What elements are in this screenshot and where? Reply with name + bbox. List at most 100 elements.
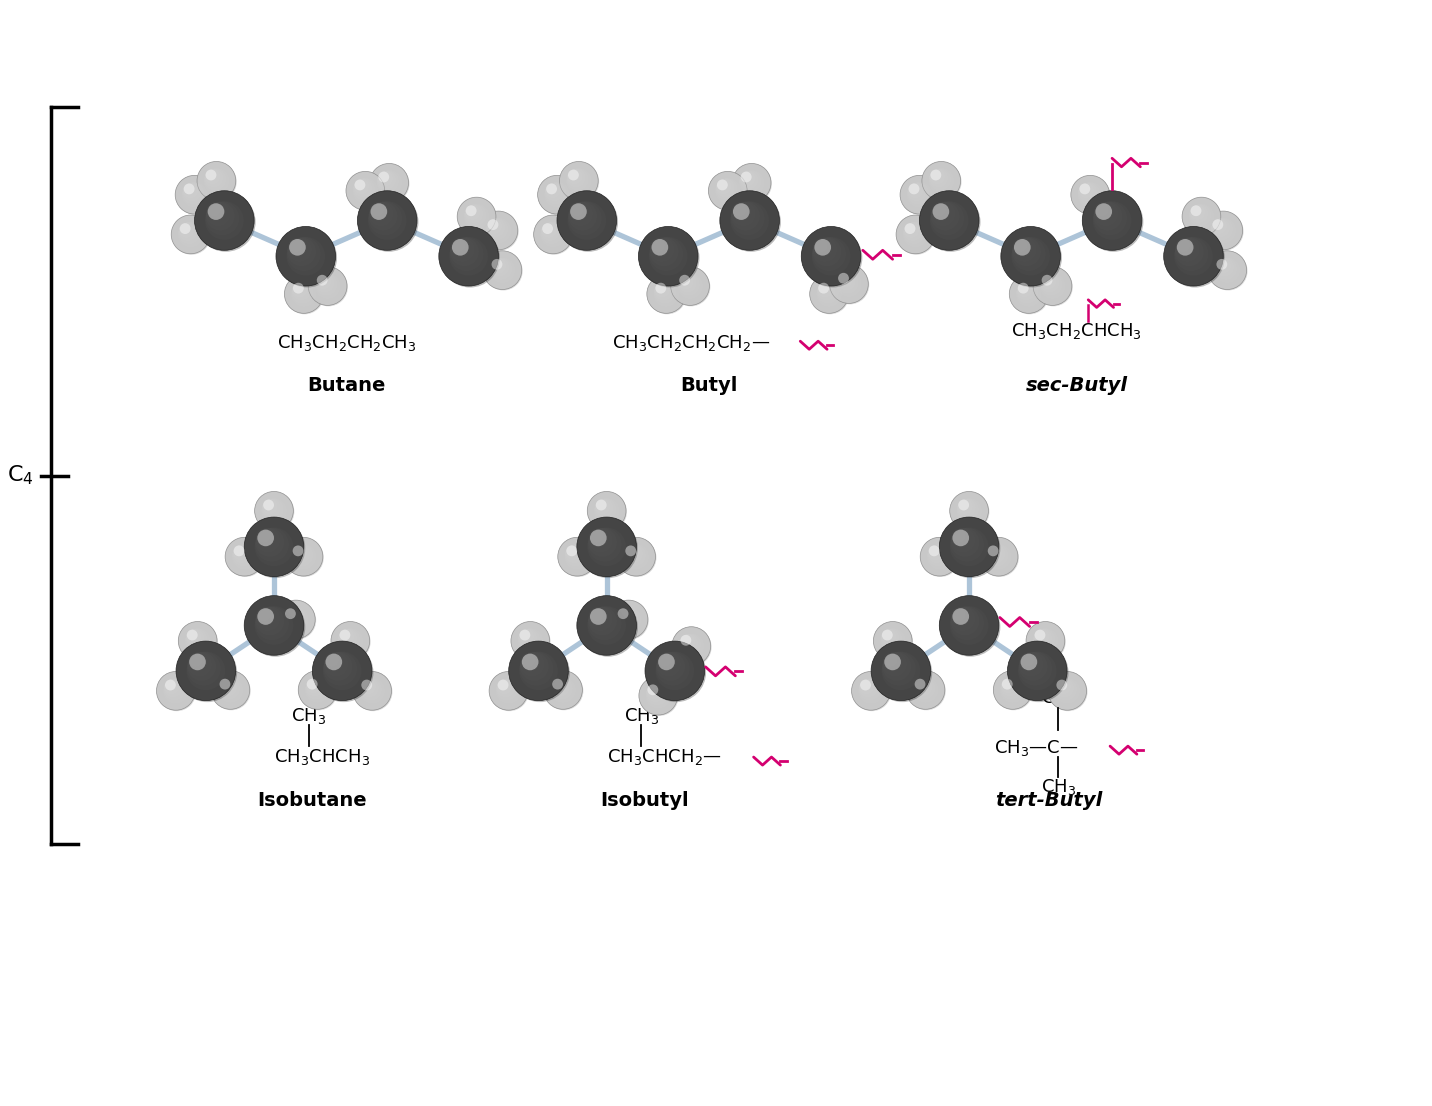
Circle shape (802, 227, 861, 286)
Circle shape (716, 178, 737, 200)
Circle shape (305, 677, 331, 702)
Circle shape (457, 197, 495, 236)
Circle shape (180, 223, 190, 234)
Circle shape (1010, 274, 1048, 313)
Circle shape (175, 176, 213, 215)
Circle shape (951, 492, 990, 531)
Circle shape (1017, 281, 1041, 306)
Text: CH$_3$CH$_2$CHCH$_3$: CH$_3$CH$_2$CHCH$_3$ (1011, 321, 1141, 341)
Circle shape (464, 205, 487, 226)
Circle shape (255, 528, 294, 566)
Circle shape (511, 622, 550, 660)
Circle shape (815, 239, 831, 255)
Circle shape (203, 168, 229, 194)
Circle shape (354, 672, 392, 711)
Circle shape (278, 228, 337, 288)
Circle shape (291, 281, 316, 306)
Circle shape (979, 539, 1020, 577)
Circle shape (906, 182, 932, 207)
Circle shape (359, 678, 382, 700)
Circle shape (617, 608, 629, 619)
Circle shape (490, 672, 528, 711)
Circle shape (949, 528, 984, 562)
Circle shape (921, 538, 959, 576)
Circle shape (359, 192, 418, 252)
Circle shape (292, 545, 304, 556)
Circle shape (610, 601, 649, 639)
Circle shape (929, 168, 951, 190)
Circle shape (485, 218, 508, 240)
Circle shape (626, 545, 636, 556)
Circle shape (510, 643, 570, 702)
Circle shape (322, 651, 361, 690)
Circle shape (852, 672, 891, 711)
Circle shape (875, 623, 914, 661)
Circle shape (156, 671, 195, 710)
Circle shape (987, 544, 1008, 566)
Circle shape (518, 628, 540, 650)
Circle shape (838, 273, 849, 283)
Circle shape (255, 491, 294, 530)
Circle shape (859, 678, 881, 700)
Circle shape (811, 275, 849, 314)
Circle shape (1011, 237, 1050, 275)
Circle shape (730, 201, 765, 236)
Circle shape (952, 608, 969, 625)
Circle shape (927, 544, 952, 570)
Circle shape (315, 273, 341, 299)
Circle shape (480, 212, 518, 251)
Circle shape (656, 651, 690, 686)
Circle shape (309, 268, 348, 306)
Text: CH$_3$: CH$_3$ (1041, 688, 1075, 708)
Circle shape (258, 608, 274, 625)
Circle shape (816, 282, 839, 303)
Circle shape (587, 606, 621, 640)
Circle shape (284, 607, 305, 629)
Circle shape (709, 171, 748, 210)
Circle shape (1041, 274, 1053, 285)
Circle shape (258, 530, 274, 546)
Circle shape (922, 163, 962, 201)
Circle shape (212, 671, 251, 710)
Circle shape (949, 606, 988, 645)
Circle shape (490, 258, 516, 283)
Circle shape (521, 654, 538, 670)
Circle shape (1093, 201, 1127, 236)
Circle shape (232, 544, 258, 570)
Circle shape (1216, 259, 1227, 270)
Circle shape (198, 163, 236, 201)
Circle shape (1189, 204, 1214, 229)
Circle shape (616, 607, 639, 629)
Circle shape (483, 251, 521, 290)
Circle shape (557, 190, 617, 250)
Circle shape (172, 215, 211, 253)
Circle shape (538, 176, 577, 215)
Circle shape (902, 222, 928, 247)
Circle shape (262, 499, 284, 521)
Circle shape (812, 237, 846, 271)
Circle shape (1048, 671, 1087, 710)
Circle shape (1014, 239, 1031, 255)
Circle shape (929, 201, 968, 240)
Circle shape (324, 651, 357, 686)
Text: CH$_3$CHCH$_2$—: CH$_3$CHCH$_2$— (607, 748, 722, 768)
Circle shape (206, 169, 216, 180)
Circle shape (1034, 629, 1045, 640)
Circle shape (438, 227, 498, 286)
Circle shape (299, 671, 338, 710)
Circle shape (285, 608, 296, 619)
Circle shape (1018, 651, 1057, 690)
Circle shape (1001, 227, 1061, 286)
Circle shape (185, 628, 211, 654)
Circle shape (884, 654, 901, 670)
Circle shape (896, 216, 935, 254)
Circle shape (1095, 204, 1113, 220)
Circle shape (203, 168, 226, 190)
Circle shape (312, 641, 372, 700)
Circle shape (1032, 267, 1071, 305)
Circle shape (205, 201, 243, 240)
Circle shape (872, 643, 932, 702)
Circle shape (1080, 184, 1090, 195)
Circle shape (245, 518, 304, 576)
Circle shape (518, 628, 543, 654)
